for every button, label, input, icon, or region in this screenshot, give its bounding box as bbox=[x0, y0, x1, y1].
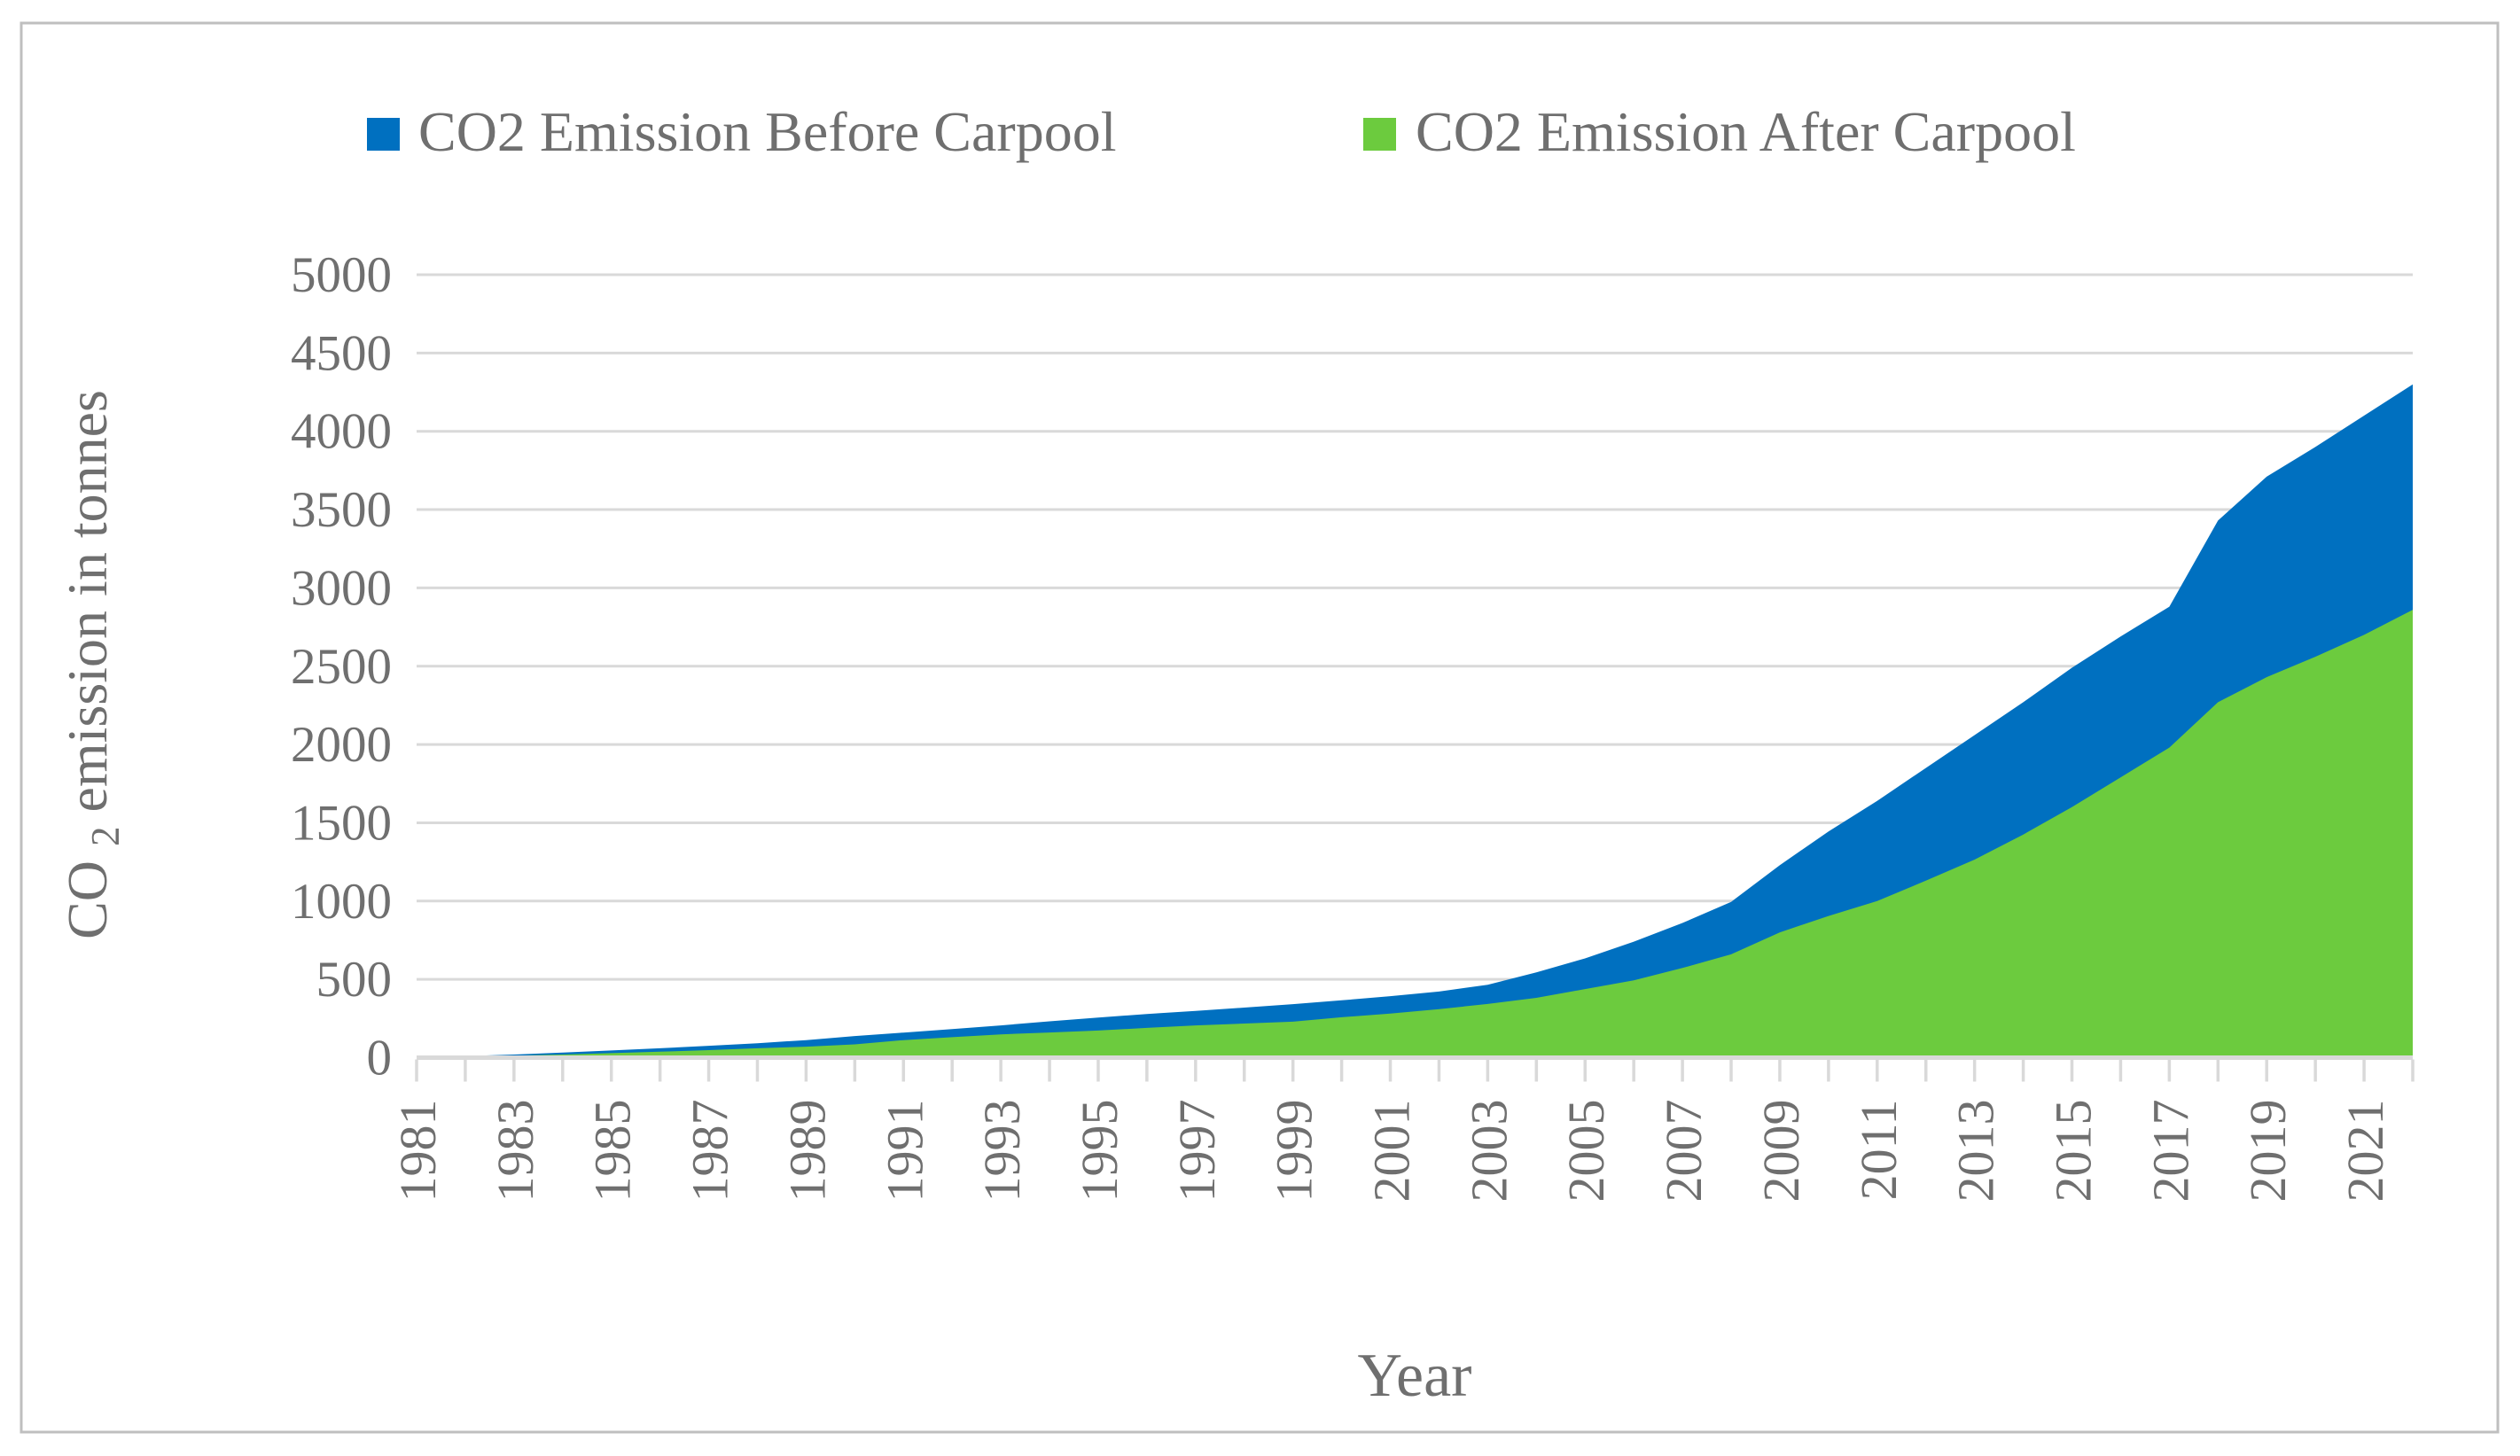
y-axis-title-subscript: 2 bbox=[83, 827, 128, 847]
y-axis-title-suffix: emission in tonnes bbox=[56, 390, 119, 812]
x-tick-label: 1991 bbox=[876, 1100, 933, 1203]
legend-label-after: CO2 Emission After Carpool bbox=[1416, 100, 2076, 163]
legend-swatch-after bbox=[1363, 118, 1396, 151]
y-tick-label: 3500 bbox=[291, 482, 392, 538]
y-tick-label: 1000 bbox=[291, 874, 392, 930]
y-tick-label: 4000 bbox=[291, 404, 392, 460]
x-tick-label: 2005 bbox=[1557, 1100, 1615, 1203]
legend-label-before: CO2 Emission Before Carpool bbox=[418, 100, 1116, 163]
x-tick-label: 2009 bbox=[1752, 1100, 1810, 1203]
x-axis-title: Year bbox=[1358, 1342, 1472, 1410]
x-tick-label: 2001 bbox=[1363, 1100, 1421, 1203]
y-tick-label: 500 bbox=[316, 952, 393, 1008]
y-tick-label: 2500 bbox=[291, 639, 392, 695]
x-tick-label: 1993 bbox=[973, 1100, 1031, 1203]
y-tick-label: 2000 bbox=[291, 717, 392, 773]
x-tick-label: 2013 bbox=[1947, 1100, 2005, 1203]
x-tick-label: 1999 bbox=[1266, 1100, 1323, 1203]
x-tick-label: 1995 bbox=[1071, 1100, 1128, 1203]
x-tick-label: 2011 bbox=[1850, 1100, 1908, 1201]
legend-swatch-before bbox=[367, 118, 400, 151]
x-tick-label: 1985 bbox=[584, 1100, 642, 1203]
x-tick-label: 2007 bbox=[1655, 1100, 1713, 1203]
chart-border bbox=[20, 21, 2500, 1434]
x-tick-label: 1981 bbox=[389, 1100, 447, 1203]
y-tick-label: 1500 bbox=[291, 795, 392, 851]
series-area-1 bbox=[417, 610, 2413, 1058]
y-tick-label: 5000 bbox=[291, 247, 392, 303]
x-tick-label: 1987 bbox=[682, 1100, 739, 1203]
x-tick-label: 1983 bbox=[487, 1100, 544, 1203]
x-tick-label: 2017 bbox=[2142, 1100, 2199, 1203]
legend: CO2 Emission Before Carpool CO2 Emission… bbox=[367, 100, 2076, 163]
y-axis-title: CO 2 emission in tonnes bbox=[56, 390, 131, 939]
x-tick-label: 2003 bbox=[1460, 1100, 1517, 1203]
y-axis-title-prefix: CO bbox=[56, 860, 119, 939]
y-axis-tick-labels: 0 500 1000 1500 2000 2500 3000 3500 4000 4500 5000 bbox=[291, 247, 392, 1086]
x-axis-ticks bbox=[415, 1059, 2415, 1082]
x-tick-label: 1989 bbox=[778, 1100, 836, 1203]
x-tick-label: 1997 bbox=[1168, 1100, 1226, 1203]
x-tick-label: 2015 bbox=[2045, 1100, 2103, 1203]
y-tick-label: 3000 bbox=[291, 560, 392, 616]
x-tick-label: 2019 bbox=[2239, 1100, 2297, 1203]
x-axis-tick-labels: 1981 1983 1985 1987 1989 1991 1993 1995 1997 1999… bbox=[389, 1100, 2394, 1203]
y-tick-label: 4500 bbox=[291, 325, 392, 381]
y-tick-label: 0 bbox=[367, 1031, 393, 1086]
area-series bbox=[417, 384, 2413, 1058]
x-tick-label: 2021 bbox=[2337, 1100, 2394, 1203]
